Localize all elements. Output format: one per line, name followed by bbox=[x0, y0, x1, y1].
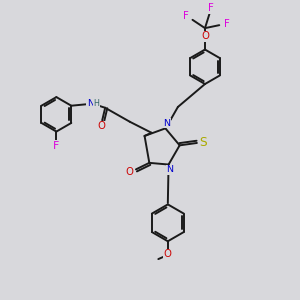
Text: S: S bbox=[200, 136, 207, 148]
Text: F: F bbox=[183, 11, 189, 21]
Text: N: N bbox=[163, 118, 170, 127]
Text: O: O bbox=[164, 249, 172, 259]
Text: O: O bbox=[125, 167, 134, 177]
Text: F: F bbox=[53, 141, 59, 151]
Text: F: F bbox=[224, 19, 230, 29]
Text: H: H bbox=[93, 98, 99, 107]
Text: O: O bbox=[201, 32, 209, 41]
Text: O: O bbox=[98, 121, 106, 131]
Text: F: F bbox=[208, 3, 214, 13]
Text: N: N bbox=[166, 165, 173, 174]
Text: N: N bbox=[87, 98, 94, 107]
